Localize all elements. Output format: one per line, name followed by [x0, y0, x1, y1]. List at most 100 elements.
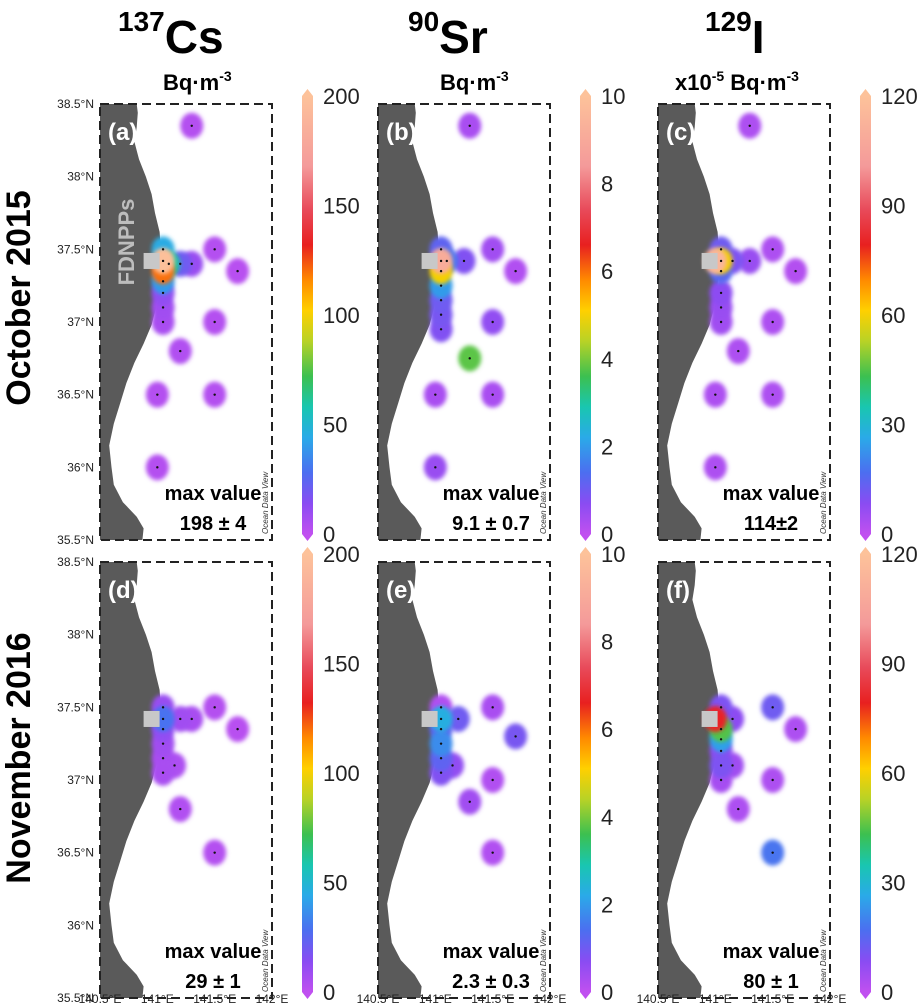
- header-cs-137: 137Cs: [118, 6, 224, 63]
- station-dot: [439, 706, 443, 709]
- colorbar-tick-label: 8: [601, 630, 613, 655]
- panel-frame: [99, 561, 273, 999]
- colorbar-tick-label: 4: [601, 805, 613, 830]
- header-i-129: 129I: [705, 6, 765, 63]
- station-dot: [457, 717, 460, 721]
- station-dot: [434, 466, 437, 469]
- station-dot: [737, 807, 740, 811]
- lon-tick-label: 140.5°E: [79, 992, 122, 1005]
- station-dot: [161, 280, 165, 283]
- colorbar-tick-label: 0: [323, 980, 335, 1005]
- max-value-label: max value: [443, 941, 540, 963]
- lat-tick-label: 37.5°N: [57, 242, 94, 256]
- station-dot: [714, 393, 717, 396]
- station-dot: [719, 749, 723, 753]
- station-dot: [719, 738, 723, 741]
- station-dot: [439, 757, 443, 760]
- station-dot: [236, 269, 239, 273]
- panel-id: (b): [386, 119, 417, 146]
- ocean-data-view-watermark: Ocean Data View: [819, 471, 828, 534]
- station-dot: [161, 757, 165, 760]
- land-polygon: [658, 104, 719, 540]
- station-dot: [213, 320, 216, 324]
- colorbar-underflow-arrow: [302, 534, 313, 541]
- fdnpp-marker: [421, 252, 438, 269]
- colorbar-gradient: [302, 96, 313, 534]
- lat-tick-label: 37°N: [67, 773, 94, 787]
- station-dot: [748, 259, 751, 263]
- colorbar: 10 8 6 4 2 0: [580, 84, 625, 547]
- station-dot: [179, 349, 182, 353]
- max-value-label: max value: [723, 941, 820, 963]
- max-value: 9.1 ± 0.7: [452, 513, 530, 535]
- row-label-october-2015: October 2015: [0, 190, 38, 406]
- station-dot: [439, 269, 443, 273]
- colorbar-tick-label: 2: [601, 434, 613, 459]
- panel-frame: [99, 103, 273, 541]
- colorbar-tick-label: 120: [881, 84, 918, 109]
- station-dot: [462, 259, 466, 263]
- colorbar-tick-label: 4: [601, 347, 613, 372]
- colorbar-underflow-arrow: [860, 534, 871, 541]
- station-dot: [179, 262, 182, 266]
- row-label-november-2016: November 2016: [0, 632, 38, 884]
- station-dot: [719, 248, 723, 251]
- lat-tick-label: 35.5°N: [57, 533, 94, 547]
- station-dot: [491, 248, 494, 251]
- lat-tick-label: 36°N: [67, 918, 94, 932]
- colorbar-underflow-arrow: [860, 992, 871, 999]
- colorbar-overflow-arrow: [580, 89, 591, 96]
- station-dot: [794, 727, 797, 731]
- colorbar-tick-label: 0: [323, 522, 335, 547]
- station-dot: [439, 717, 443, 721]
- station-dot: [439, 299, 443, 302]
- land-polygon: [100, 104, 161, 540]
- lat-tick-label: 38.5°N: [57, 97, 94, 111]
- colorbar-underflow-arrow: [580, 992, 591, 999]
- unit-cs: Bq·m-3: [163, 68, 232, 95]
- lat-tick-label: 38°N: [67, 170, 94, 184]
- fdnpp-marker: [701, 710, 718, 727]
- station-dot: [719, 259, 723, 263]
- colorbar: 120 90 60 30 0: [860, 84, 918, 547]
- land-polygon: [378, 562, 439, 998]
- station-dot: [771, 320, 774, 324]
- colorbar-overflow-arrow: [302, 89, 313, 96]
- panel-id: (c): [666, 119, 695, 146]
- colorbar-tick-label: 0: [881, 980, 893, 1005]
- concentration-field: [703, 694, 808, 866]
- station-dot: [439, 328, 443, 331]
- station-dot: [719, 320, 723, 324]
- station-dot: [213, 393, 216, 396]
- station-dot: [771, 778, 774, 782]
- colorbar: 120 90 60 30 0: [860, 542, 918, 1005]
- panel-id: (a): [108, 119, 137, 146]
- station-dot: [468, 357, 471, 360]
- station-dot: [179, 717, 182, 721]
- colorbar-tick-label: 100: [323, 303, 360, 328]
- station-dot: [491, 778, 494, 782]
- fdnpp-marker: [421, 710, 438, 727]
- colorbar-gradient: [302, 554, 313, 992]
- lon-tick-label: 140.5°E: [637, 992, 680, 1005]
- station-dot: [167, 262, 170, 266]
- station-dot: [434, 393, 437, 396]
- station-dot: [156, 466, 159, 469]
- max-value: 114±2: [744, 513, 798, 535]
- colorbar: 10 8 6 4 2 0: [580, 542, 625, 1005]
- colorbar-tick-label: 8: [601, 172, 613, 197]
- colorbar-tick-label: 120: [881, 542, 918, 567]
- station-dot: [719, 269, 723, 273]
- colorbar-tick-label: 6: [601, 259, 613, 284]
- station-dot: [445, 259, 448, 263]
- ocean-data-view-watermark: Ocean Data View: [539, 471, 548, 534]
- lat-tick-label: 36.5°N: [57, 388, 94, 402]
- colorbar-tick-label: 60: [881, 761, 905, 786]
- station-dot: [748, 124, 751, 128]
- station-dot: [719, 706, 723, 709]
- concentration-field: [145, 112, 250, 481]
- lat-tick-label: 36.5°N: [57, 846, 94, 860]
- unit-sr: Bq·m-3: [440, 68, 509, 95]
